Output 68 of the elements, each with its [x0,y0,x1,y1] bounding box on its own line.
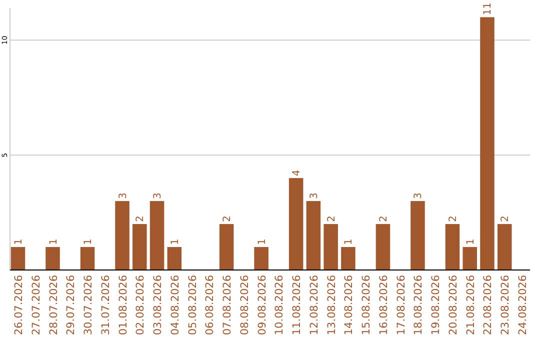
bar [324,224,338,270]
data-label: 1 [256,238,268,246]
x-tick-label: 04.08.2026 [169,274,182,336]
data-label: 2 [222,216,234,222]
x-tick-label: 16.08.2026 [378,274,390,336]
x-tick-label: 21.08.2026 [464,274,477,336]
data-label: 1 [465,238,476,246]
data-label: 2 [326,216,338,222]
x-tick-label: 08.08.2026 [238,274,251,336]
bar [80,247,95,270]
x-tick-label: 14.08.2026 [343,274,356,336]
bar [150,201,164,270]
bar [498,224,512,270]
x-tick-label: 03.08.2026 [152,274,164,336]
data-label: 2 [135,216,146,222]
x-tick-label: 19.08.2026 [430,274,442,336]
data-label: 3 [118,192,129,200]
x-tick-label: 13.08.2026 [326,274,338,336]
data-label: 3 [308,192,320,200]
bar [410,201,425,270]
bar [306,201,321,270]
x-tick-label: 15.08.2026 [360,274,373,336]
bar [167,247,182,270]
data-label: 1 [170,238,181,246]
bar [254,247,268,270]
data-label: 1 [83,238,94,246]
x-tick-label: 23.08.2026 [500,274,512,336]
x-tick-label: 28.07.2026 [48,274,60,336]
data-label: 2 [378,216,390,222]
x-tick-label: 31.07.2026 [100,274,112,336]
data-label: 3 [152,192,164,200]
bar [445,224,460,270]
x-tick-label: 18.08.2026 [412,274,425,336]
x-tick-label: 26.07.2026 [12,274,25,336]
x-tick-label: 22.08.2026 [482,274,494,336]
data-label: 1 [344,238,355,246]
bar [10,247,26,270]
data-label: 1 [13,238,24,246]
x-tick-label: 05.08.2026 [186,274,199,336]
bar [288,178,304,270]
x-tick-label: 29.07.2026 [65,274,78,336]
data-label: 1 [48,238,60,246]
x-tick-label: 30.07.2026 [82,274,95,336]
x-tick-label: 24.08.2026 [517,274,530,336]
bar [46,247,60,270]
x-tick-label: 17.08.2026 [395,274,408,336]
bar [480,17,494,270]
bar [341,247,356,270]
x-tick-label: 27.07.2026 [30,274,42,336]
bar [219,224,234,270]
bar [376,224,390,270]
x-tick-label: 01.08.2026 [117,274,130,336]
x-tick-label: 07.08.2026 [222,274,234,336]
data-label: 2 [448,216,459,222]
data-label: 3 [413,192,424,200]
data-label: 11 [482,2,494,16]
x-tick-label: 11.08.2026 [291,274,304,336]
x-tick-label: 12.08.2026 [308,274,320,336]
x-tick-label: 02.08.2026 [134,274,147,336]
data-label: 4 [292,170,303,176]
bar [115,201,130,270]
x-tick-label: 06.08.2026 [204,274,216,336]
x-tick-label: 10.08.2026 [274,274,286,336]
data-label: 2 [500,216,512,222]
bar [132,224,147,270]
x-tick-label: 09.08.2026 [256,274,268,336]
bar [462,247,477,270]
x-tick-label: 20.08.2026 [447,274,460,336]
